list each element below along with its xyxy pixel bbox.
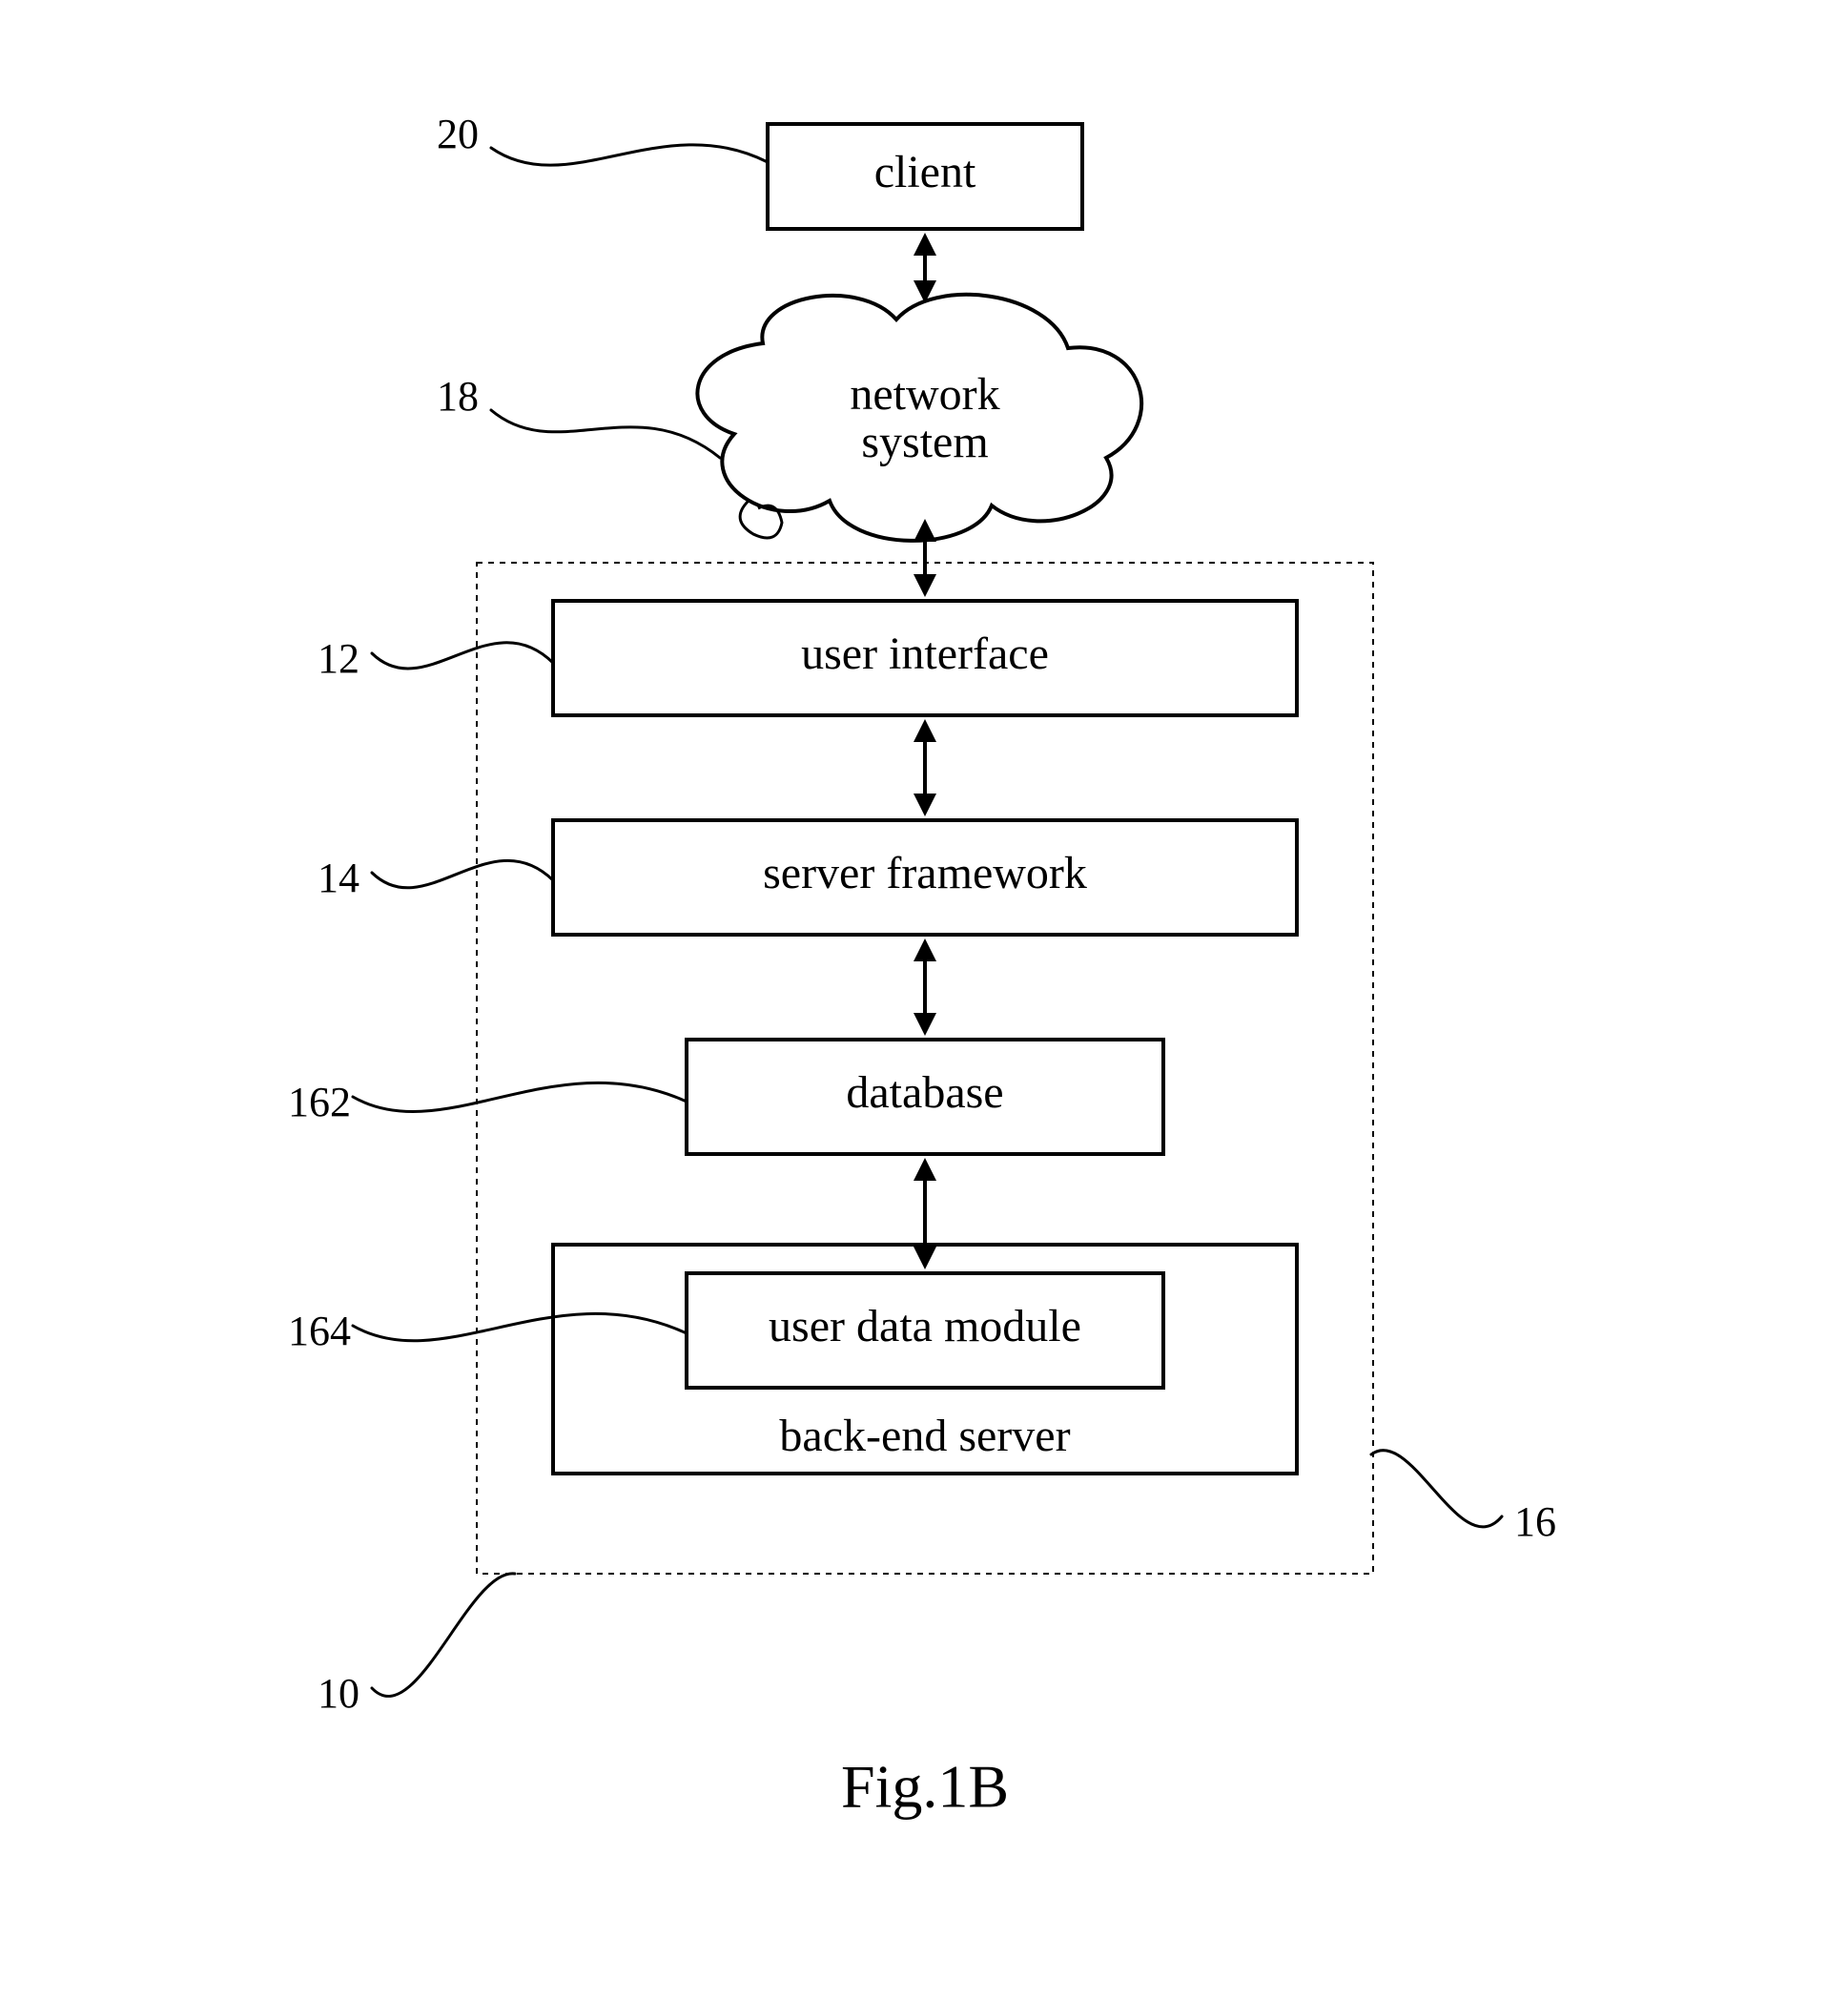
client-label: client (874, 147, 976, 197)
ref-r14-number: 14 (318, 855, 359, 901)
network-label-2: system (861, 417, 988, 467)
ref-r16-number: 16 (1514, 1498, 1556, 1545)
database-label: database (846, 1067, 1003, 1118)
user-data-module-label: user data module (769, 1301, 1081, 1351)
ref-r20-leader (491, 145, 768, 165)
backend-label: back-end server (779, 1411, 1070, 1461)
ref-r12-leader (372, 643, 553, 669)
ref-r10-leader (372, 1574, 515, 1697)
ref-r20-number: 20 (437, 111, 479, 157)
ref-r164-number: 164 (288, 1308, 351, 1354)
ref-r16-leader (1371, 1451, 1502, 1527)
network-label-1: network (850, 369, 999, 420)
server-framework-label: server framework (763, 848, 1087, 898)
ref-r162-number: 162 (288, 1079, 351, 1125)
ref-r10-number: 10 (318, 1670, 359, 1717)
ref-r14-leader (372, 860, 553, 887)
ref-r18-leader (491, 410, 720, 458)
figure-caption: Fig.1B (841, 1753, 1009, 1821)
ref-r18-number: 18 (437, 373, 479, 420)
ref-r12-number: 12 (318, 635, 359, 682)
ref-r162-leader (353, 1082, 687, 1111)
user-interface-label: user interface (801, 629, 1049, 679)
